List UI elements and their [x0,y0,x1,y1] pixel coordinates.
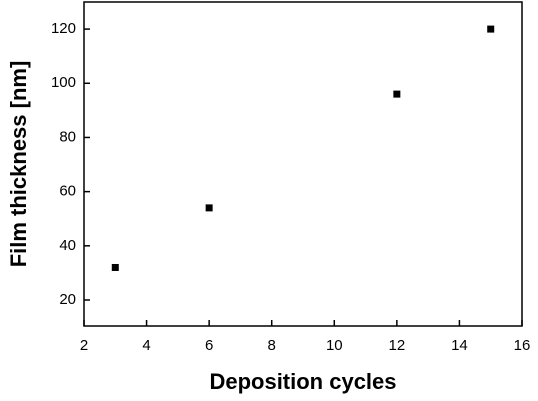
x-tick-label: 14 [451,337,468,354]
data-point [487,25,495,33]
y-tick-label: 60 [59,183,76,200]
x-axis-title: Deposition cycles [209,369,396,394]
data-point [393,90,401,98]
y-tick-label: 20 [59,291,76,308]
y-axis-title: Film thickness [nm] [6,61,31,268]
y-tick-label: 120 [51,20,76,37]
x-tick-label: 4 [142,337,150,354]
data-point [111,263,119,271]
data-point [205,204,213,212]
y-tick-label: 40 [59,237,76,254]
y-tick-label: 100 [51,74,76,91]
y-tick-label: 80 [59,128,76,145]
x-tick-label: 8 [268,337,276,354]
x-tick-label: 10 [326,337,343,354]
x-tick-label: 12 [389,337,406,354]
x-tick-label: 2 [80,337,88,354]
x-tick-label: 16 [514,337,531,354]
plot-frame [83,1,523,327]
x-tick-label: 6 [205,337,213,354]
